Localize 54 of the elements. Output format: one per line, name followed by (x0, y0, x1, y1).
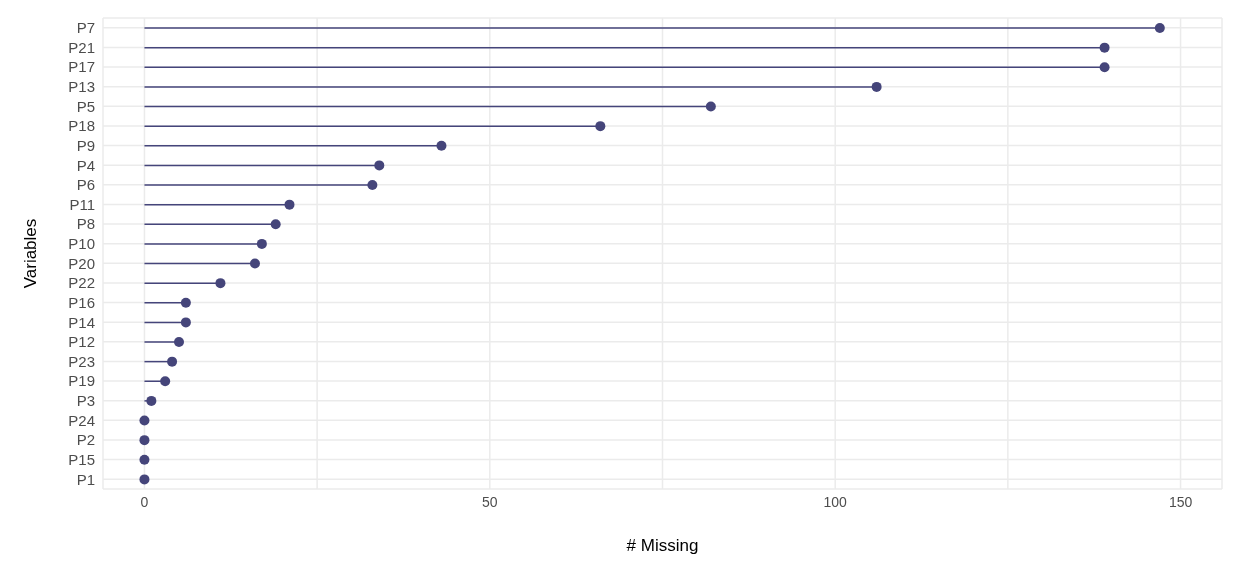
y-tick-label: P6 (76, 176, 95, 194)
point (705, 101, 716, 112)
y-tick-label: P24 (68, 411, 95, 429)
point (1099, 42, 1110, 53)
point (284, 199, 295, 210)
point (146, 395, 157, 406)
point (139, 415, 150, 426)
point (139, 435, 150, 446)
y-tick-label: P16 (68, 293, 95, 311)
y-tick-label: P23 (68, 352, 95, 370)
x-tick-label: 150 (1168, 493, 1193, 510)
y-tick-label: P15 (68, 450, 95, 468)
point (1154, 23, 1165, 33)
point (367, 180, 378, 190)
y-tick-label: P3 (76, 392, 95, 410)
y-tick-label: P9 (76, 136, 95, 154)
point (215, 278, 226, 289)
y-tick-label: P1 (76, 470, 95, 488)
point (139, 474, 150, 485)
y-tick-label: P20 (68, 254, 95, 272)
y-tick-label: P13 (68, 78, 95, 96)
y-tick-label: P21 (68, 38, 95, 56)
y-tick-label: P22 (68, 274, 95, 292)
x-tick-label: 50 (482, 493, 498, 510)
y-tick-label: P10 (68, 235, 95, 253)
y-tick-label: P19 (68, 372, 95, 390)
point (595, 121, 606, 132)
y-tick-label: P8 (76, 215, 95, 233)
point (160, 376, 171, 387)
y-tick-label: P7 (76, 19, 95, 37)
point (436, 140, 447, 151)
y-tick-label: P17 (68, 58, 95, 76)
y-tick-label: P4 (76, 156, 95, 174)
point (139, 454, 150, 465)
point (871, 81, 882, 92)
x-tick-label: 100 (823, 493, 848, 510)
point (270, 219, 281, 230)
point (180, 297, 191, 308)
y-tick-label: P11 (69, 195, 95, 213)
y-tick-label: P5 (76, 97, 95, 115)
y-tick-label: P12 (68, 333, 95, 351)
point (173, 337, 184, 347)
point (167, 356, 178, 367)
x-axis-title: # Missing (626, 536, 699, 555)
point (256, 238, 267, 249)
point (1099, 62, 1110, 73)
point (374, 160, 385, 171)
y-tick-label: P14 (68, 313, 95, 331)
point (249, 258, 260, 269)
y-tick-label: P18 (68, 117, 95, 135)
point (180, 317, 191, 328)
y-axis-title: Variables (21, 218, 41, 289)
x-tick-label: 0 (140, 493, 149, 510)
y-tick-label: P2 (76, 431, 95, 449)
